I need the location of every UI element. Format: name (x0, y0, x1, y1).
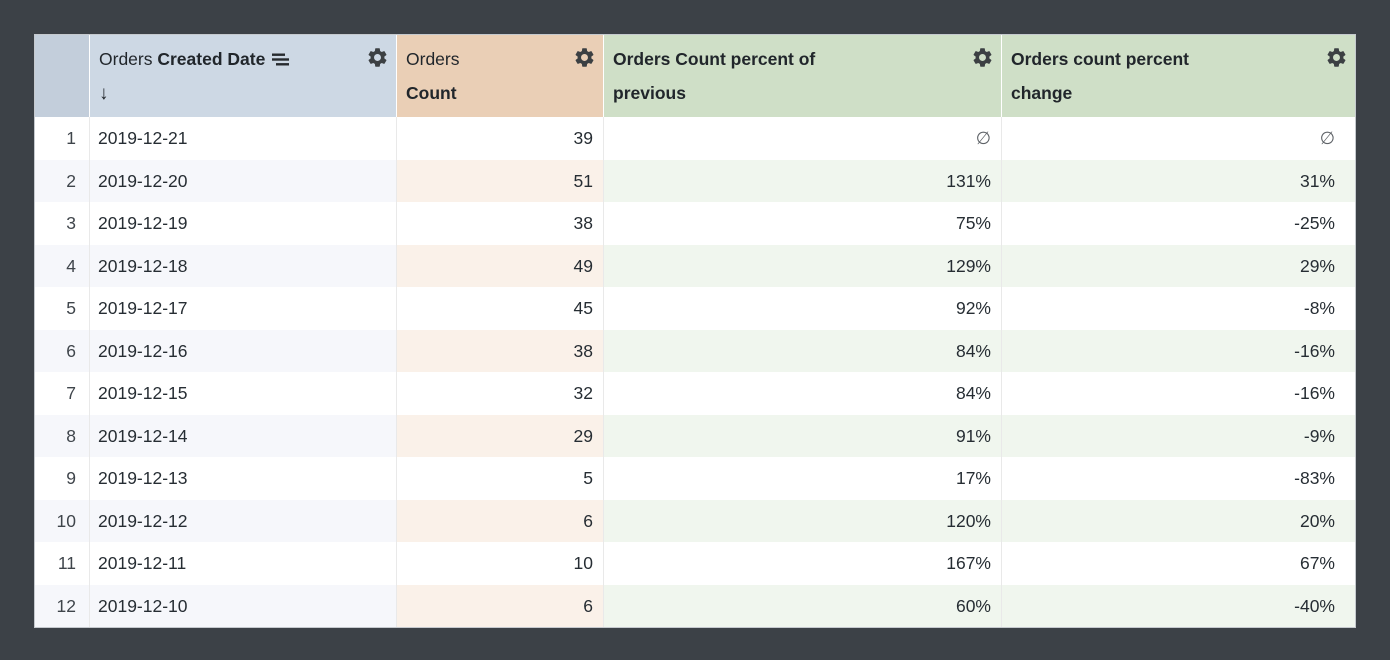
cell-count[interactable]: 45 (397, 287, 604, 330)
cell-pct_prev[interactable]: ∅ (604, 117, 1002, 160)
table-header: Orders Created Date ↓ Orders Count Orders Co… (35, 35, 1355, 117)
column-header-label: Orders Count percent of previous (613, 42, 967, 110)
table-row: 11 2019-12-11 10 167% 67% (35, 542, 1355, 585)
table-row: 4 2019-12-18 49 129% 29% (35, 244, 1355, 287)
cell-date[interactable]: 2019-12-15 (90, 372, 397, 415)
cell-pct_prev[interactable]: 167% (604, 542, 1002, 585)
cell-pct_prev[interactable]: 91% (604, 414, 1002, 457)
row-number-cell: 1 (35, 117, 90, 160)
gear-icon[interactable] (971, 46, 994, 69)
field-name-text: change (1011, 83, 1073, 103)
cell-pct_change[interactable]: -25% (1002, 202, 1355, 245)
column-header-label: Orders Created Date ↓ (99, 42, 362, 110)
table-row: 2 2019-12-20 51 131% 31% (35, 159, 1355, 202)
cell-pct_change[interactable]: ∅ (1002, 117, 1355, 160)
table-row: 9 2019-12-13 5 17% -83% (35, 457, 1355, 500)
table-row: 3 2019-12-19 38 75% -25% (35, 202, 1355, 245)
cell-pct_change[interactable]: -8% (1002, 287, 1355, 330)
cell-pct_change[interactable]: -16% (1002, 329, 1355, 372)
gear-icon[interactable] (366, 46, 389, 69)
table-row: 12 2019-12-10 6 60% -40% (35, 584, 1355, 627)
row-number-cell: 11 (35, 542, 90, 585)
view-name-text: Orders (406, 49, 460, 69)
cell-count[interactable]: 10 (397, 542, 604, 585)
cell-count[interactable]: 49 (397, 244, 604, 287)
row-number-cell: 12 (35, 584, 90, 627)
cell-pct_prev[interactable]: 17% (604, 457, 1002, 500)
row-number-cell: 9 (35, 457, 90, 500)
row-number-cell: 6 (35, 329, 90, 372)
field-name-text: previous (613, 83, 686, 103)
column-header-count[interactable]: Orders Count (397, 35, 604, 117)
cell-count[interactable]: 51 (397, 159, 604, 202)
cell-pct_prev[interactable]: 92% (604, 287, 1002, 330)
column-header-pct_prev[interactable]: Orders Count percent of previous (604, 35, 1002, 117)
cell-pct_prev[interactable]: 120% (604, 499, 1002, 542)
cell-count[interactable]: 6 (397, 584, 604, 627)
row-number-header (35, 35, 90, 117)
cell-pct_prev[interactable]: 129% (604, 244, 1002, 287)
cell-pct_change[interactable]: -9% (1002, 414, 1355, 457)
cell-count[interactable]: 5 (397, 457, 604, 500)
column-header-label: Orders Count (406, 42, 569, 110)
view-name-text: Orders (99, 49, 158, 69)
cell-date[interactable]: 2019-12-16 (90, 329, 397, 372)
row-number-cell: 2 (35, 159, 90, 202)
row-number-cell: 10 (35, 499, 90, 542)
arrow-down-icon: ↓ (99, 83, 109, 104)
cell-date[interactable]: 2019-12-13 (90, 457, 397, 500)
cell-pct_change[interactable]: -40% (1002, 584, 1355, 627)
field-name-text: Created Date (157, 49, 266, 69)
row-number-cell: 3 (35, 202, 90, 245)
row-number-cell: 7 (35, 372, 90, 415)
cell-date[interactable]: 2019-12-19 (90, 202, 397, 245)
cell-date[interactable]: 2019-12-17 (90, 287, 397, 330)
cell-pct_change[interactable]: 29% (1002, 244, 1355, 287)
column-header-date[interactable]: Orders Created Date ↓ (90, 35, 397, 117)
cell-pct_prev[interactable]: 131% (604, 159, 1002, 202)
table-row: 5 2019-12-17 45 92% -8% (35, 287, 1355, 330)
cell-pct_prev[interactable]: 60% (604, 584, 1002, 627)
cell-pct_change[interactable]: 31% (1002, 159, 1355, 202)
cell-date[interactable]: 2019-12-12 (90, 499, 397, 542)
cell-pct_change[interactable]: 67% (1002, 542, 1355, 585)
table-row: 6 2019-12-16 38 84% -16% (35, 329, 1355, 372)
cell-date[interactable]: 2019-12-11 (90, 542, 397, 585)
data-table: Orders Created Date ↓ Orders Count Orders Co… (34, 34, 1356, 628)
cell-date[interactable]: 2019-12-10 (90, 584, 397, 627)
subtotals-icon[interactable] (272, 53, 290, 66)
gear-icon[interactable] (1325, 46, 1348, 69)
table-row: 1 2019-12-21 39 ∅ ∅ (35, 117, 1355, 160)
cell-pct_change[interactable]: 20% (1002, 499, 1355, 542)
cell-count[interactable]: 29 (397, 414, 604, 457)
cell-date[interactable]: 2019-12-20 (90, 159, 397, 202)
table-row: 7 2019-12-15 32 84% -16% (35, 372, 1355, 415)
column-header-label: Orders count percent change (1011, 42, 1321, 110)
row-number-cell: 8 (35, 414, 90, 457)
cell-pct_prev[interactable]: 75% (604, 202, 1002, 245)
column-header-pct_change[interactable]: Orders count percent change (1002, 35, 1355, 117)
table-row: 8 2019-12-14 29 91% -9% (35, 414, 1355, 457)
cell-date[interactable]: 2019-12-14 (90, 414, 397, 457)
cell-count[interactable]: 39 (397, 117, 604, 160)
cell-pct_prev[interactable]: 84% (604, 372, 1002, 415)
cell-count[interactable]: 6 (397, 499, 604, 542)
row-number-cell: 5 (35, 287, 90, 330)
cell-date[interactable]: 2019-12-21 (90, 117, 397, 160)
cell-count[interactable]: 38 (397, 329, 604, 372)
cell-count[interactable]: 38 (397, 202, 604, 245)
table-row: 10 2019-12-12 6 120% 20% (35, 499, 1355, 542)
cell-pct_change[interactable]: -16% (1002, 372, 1355, 415)
cell-count[interactable]: 32 (397, 372, 604, 415)
gear-icon[interactable] (573, 46, 596, 69)
field-name-text: Orders Count percent of (613, 49, 816, 69)
cell-pct_change[interactable]: -83% (1002, 457, 1355, 500)
field-name-text: Count (406, 83, 457, 103)
cell-pct_prev[interactable]: 84% (604, 329, 1002, 372)
cell-date[interactable]: 2019-12-18 (90, 244, 397, 287)
row-number-cell: 4 (35, 244, 90, 287)
field-name-text: Orders count percent (1011, 49, 1189, 69)
